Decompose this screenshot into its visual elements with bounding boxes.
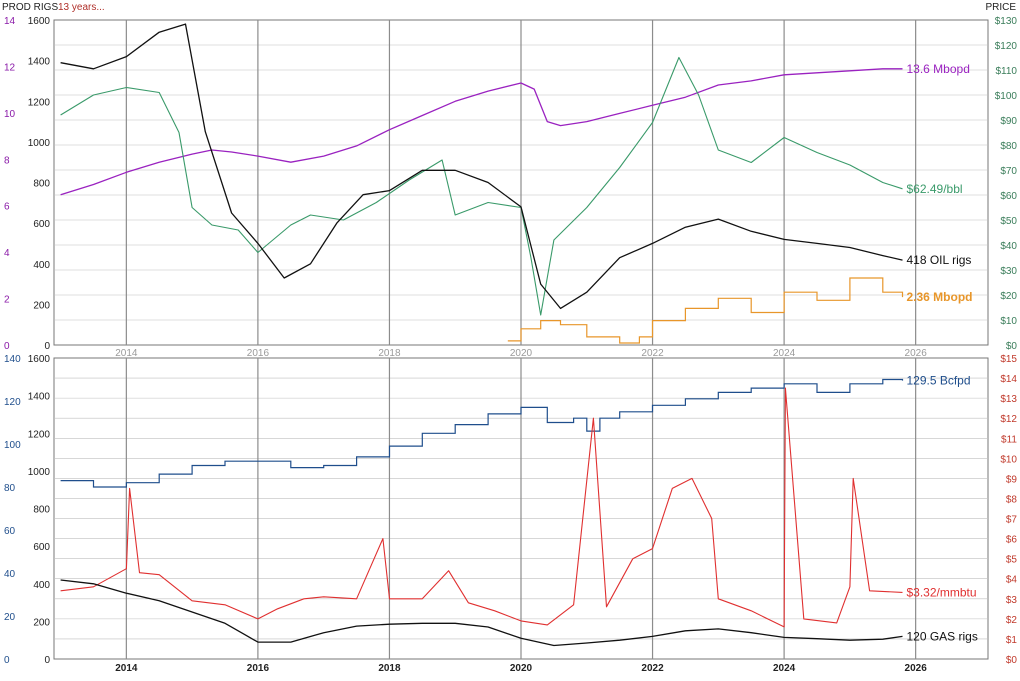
series-line-oil_price [60, 56, 903, 316]
left-inner-tick-label: 1400 [28, 57, 51, 68]
right-axis-tick-label: $20 [1000, 291, 1017, 302]
right-axis-tick-label: $11 [1001, 434, 1017, 445]
right-axis-tick-label: $0 [1006, 655, 1018, 666]
bottom-panel: $15 $14 $13 $12 $11 $10 $9 $8 $7 $6 $5 $4 $3 $2 $1 $0 20… [4, 354, 1017, 674]
x-tick-label: 2014 [115, 663, 138, 674]
left-inner-tick-label: 1000 [28, 138, 51, 149]
x-tick-label: 2014 [115, 348, 138, 359]
right-axis-tick-label: $9 [1006, 474, 1018, 485]
top-panel: $130$120$110$100$90$80$70$60$50$40$30$20… [4, 16, 1017, 359]
right-axis-tick-label: $4 [1006, 575, 1018, 586]
series-label-oil_prod: 13.6 Mbopd [906, 62, 969, 76]
right-axis-tick-label: $60 [1000, 191, 1017, 202]
right-axis-tick-label: $40 [1000, 241, 1017, 252]
left-inner-tick-label: 800 [33, 179, 50, 190]
right-axis-tick-label: $5 [1006, 555, 1018, 566]
left-outer-tick-label: 2 [4, 295, 10, 306]
right-axis-tick-label: $1 [1006, 635, 1018, 646]
left-outer-tick-label: 0 [4, 341, 10, 352]
x-tick-label: 2024 [773, 663, 796, 674]
right-axis-tick-label: $12 [1000, 414, 1017, 425]
right-axis-tick-label: $100 [995, 91, 1018, 102]
right-axis-tick-label: $3 [1006, 595, 1018, 606]
right-axis-tick-label: $130 [995, 16, 1018, 27]
right-axis-tick-label: $7 [1006, 515, 1018, 526]
left-outer-tick-label: 12 [4, 62, 16, 73]
left-outer-tick-label: 100 [4, 440, 21, 451]
left-outer-tick-label: 140 [4, 354, 21, 365]
right-axis-tick-label: $6 [1006, 535, 1018, 546]
left-inner-tick-label: 1400 [28, 392, 51, 403]
series-label-ngl_prod: 2.36 Mbopd [906, 290, 972, 304]
prod-rigs-header: PROD RIGS [2, 2, 58, 13]
left-outer-tick-label: 10 [4, 109, 16, 120]
left-outer-tick-label: 8 [4, 155, 10, 166]
x-tick-label: 2020 [510, 663, 533, 674]
right-axis-tick-label: $110 [995, 66, 1017, 77]
right-axis-tick-label: $15 [1000, 354, 1017, 365]
x-tick-label: 2016 [247, 663, 270, 674]
right-axis-tick-label: $8 [1006, 494, 1018, 505]
left-outer-tick-label: 40 [4, 569, 16, 580]
left-inner-tick-label: 1200 [28, 97, 51, 108]
left-outer-tick-label: 60 [4, 526, 16, 537]
left-inner-tick-label: 1600 [28, 16, 51, 27]
x-tick-label: 2024 [773, 348, 796, 359]
left-inner-tick-label: 400 [33, 580, 50, 591]
series-line-gas_price [60, 387, 903, 628]
right-axis-tick-label: $0 [1006, 341, 1018, 352]
series-label-oil_price: $62.49/bbl [906, 182, 962, 196]
right-axis-tick-label: $13 [1000, 394, 1017, 405]
subtitle: 13 years... [58, 2, 105, 13]
series-line-gas_prod [60, 378, 904, 488]
x-tick-label: 2026 [905, 663, 928, 674]
right-axis-tick-label: $2 [1006, 615, 1018, 626]
left-outer-tick-label: 80 [4, 483, 16, 494]
left-inner-tick-label: 1600 [28, 354, 51, 365]
right-axis-tick-label: $14 [1000, 374, 1017, 385]
left-inner-tick-label: 600 [33, 219, 50, 230]
x-tick-label: 2018 [378, 348, 401, 359]
left-inner-tick-label: 200 [33, 300, 50, 311]
left-outer-tick-label: 0 [4, 655, 10, 666]
right-axis-tick-label: $10 [1000, 316, 1017, 327]
right-axis-tick-label: $120 [995, 41, 1018, 52]
left-outer-tick-label: 120 [4, 397, 21, 408]
x-tick-label: 2022 [641, 663, 664, 674]
left-inner-tick-label: 800 [33, 505, 50, 516]
price-header: PRICE [985, 2, 1016, 13]
left-outer-tick-label: 20 [4, 612, 16, 623]
left-inner-tick-label: 0 [44, 655, 50, 666]
left-inner-tick-label: 600 [33, 542, 50, 553]
left-outer-tick-label: 6 [4, 202, 10, 213]
left-inner-tick-label: 1000 [28, 467, 51, 478]
right-axis-tick-label: $80 [1000, 141, 1017, 152]
right-axis-tick-label: $90 [1000, 116, 1017, 127]
series-line-oil_rigs [60, 23, 903, 310]
x-tick-label: 2026 [905, 348, 928, 359]
x-tick-label: 2018 [378, 663, 401, 674]
series-line-ngl_prod [507, 277, 904, 344]
x-tick-label: 2016 [247, 348, 270, 359]
series-line-gas_rigs [60, 579, 903, 647]
right-axis-tick-label: $50 [1000, 216, 1017, 227]
left-inner-tick-label: 0 [44, 341, 50, 352]
series-label-oil_rigs: 418 OIL rigs [906, 253, 971, 267]
right-axis-tick-label: $30 [1000, 266, 1017, 277]
series-label-gas_rigs: 120 GAS rigs [906, 629, 977, 643]
x-tick-label: 2020 [510, 348, 533, 359]
left-inner-tick-label: 400 [33, 260, 50, 271]
left-outer-tick-label: 14 [4, 16, 16, 27]
x-tick-label: 2022 [641, 348, 664, 359]
left-inner-tick-label: 200 [33, 617, 50, 628]
series-label-gas_price: $3.32/mmbtu [906, 585, 976, 599]
left-inner-tick-label: 1200 [28, 429, 51, 440]
right-axis-tick-label: $10 [1000, 454, 1017, 465]
series-line-oil_prod [60, 68, 903, 196]
left-outer-tick-label: 4 [4, 248, 10, 259]
right-axis-tick-label: $70 [1000, 166, 1017, 177]
series-label-gas_prod: 129.5 Bcfpd [906, 374, 970, 388]
